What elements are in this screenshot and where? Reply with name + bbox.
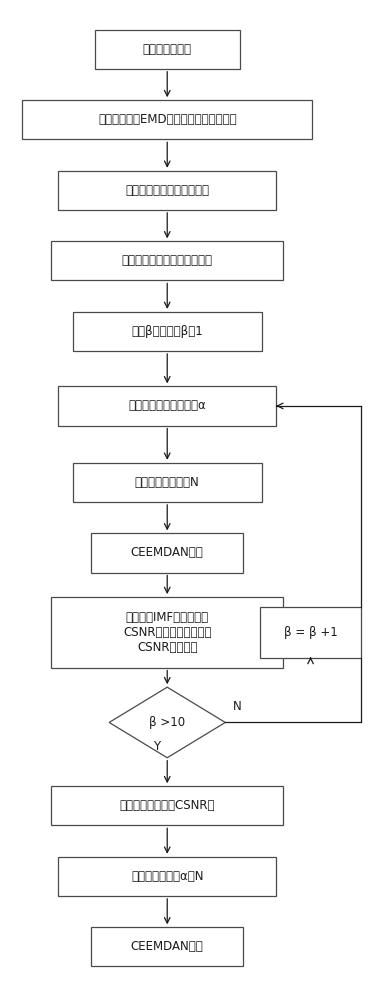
FancyBboxPatch shape xyxy=(51,786,284,825)
Text: 得到最优解参数α，N: 得到最优解参数α，N xyxy=(131,870,203,883)
Text: 参数β初始化，β取1: 参数β初始化，β取1 xyxy=(131,325,203,338)
Polygon shape xyxy=(109,687,225,758)
Text: N: N xyxy=(232,700,241,713)
Text: 计算总体平均次数N: 计算总体平均次数N xyxy=(135,476,200,489)
Text: 计算第一阶分量幅值标准差: 计算第一阶分量幅值标准差 xyxy=(125,184,209,197)
Text: CEEMDAN分解: CEEMDAN分解 xyxy=(131,940,204,953)
Text: β = β +1: β = β +1 xyxy=(284,626,338,639)
FancyBboxPatch shape xyxy=(73,312,262,351)
Text: 原始加速度信号: 原始加速度信号 xyxy=(143,43,192,56)
FancyBboxPatch shape xyxy=(91,533,243,573)
Text: 信号前处理：EMD分解得到高频分量参数: 信号前处理：EMD分解得到高频分量参数 xyxy=(98,113,237,126)
FancyBboxPatch shape xyxy=(51,597,284,668)
Text: 白噪声幅值标准差系数α: 白噪声幅值标准差系数α xyxy=(129,399,206,412)
FancyBboxPatch shape xyxy=(58,386,276,426)
FancyBboxPatch shape xyxy=(51,241,284,280)
FancyBboxPatch shape xyxy=(260,607,361,658)
FancyBboxPatch shape xyxy=(58,857,276,896)
Text: 设定期望的信号分解相对误差: 设定期望的信号分解相对误差 xyxy=(122,254,213,267)
Text: CEEMDAN分解: CEEMDAN分解 xyxy=(131,546,204,559)
FancyBboxPatch shape xyxy=(22,100,312,139)
Text: 计算每层IMF分量相应的
CSNR，获取每组中最大
CSNR值并保存: 计算每层IMF分量相应的 CSNR，获取每组中最大 CSNR值并保存 xyxy=(123,611,211,654)
FancyBboxPatch shape xyxy=(94,30,240,69)
Text: 获取所有组的最大CSNR值: 获取所有组的最大CSNR值 xyxy=(119,799,215,812)
Text: Y: Y xyxy=(153,740,160,753)
Text: β >10: β >10 xyxy=(149,716,185,729)
FancyBboxPatch shape xyxy=(91,927,243,966)
FancyBboxPatch shape xyxy=(73,463,262,502)
FancyBboxPatch shape xyxy=(58,171,276,210)
